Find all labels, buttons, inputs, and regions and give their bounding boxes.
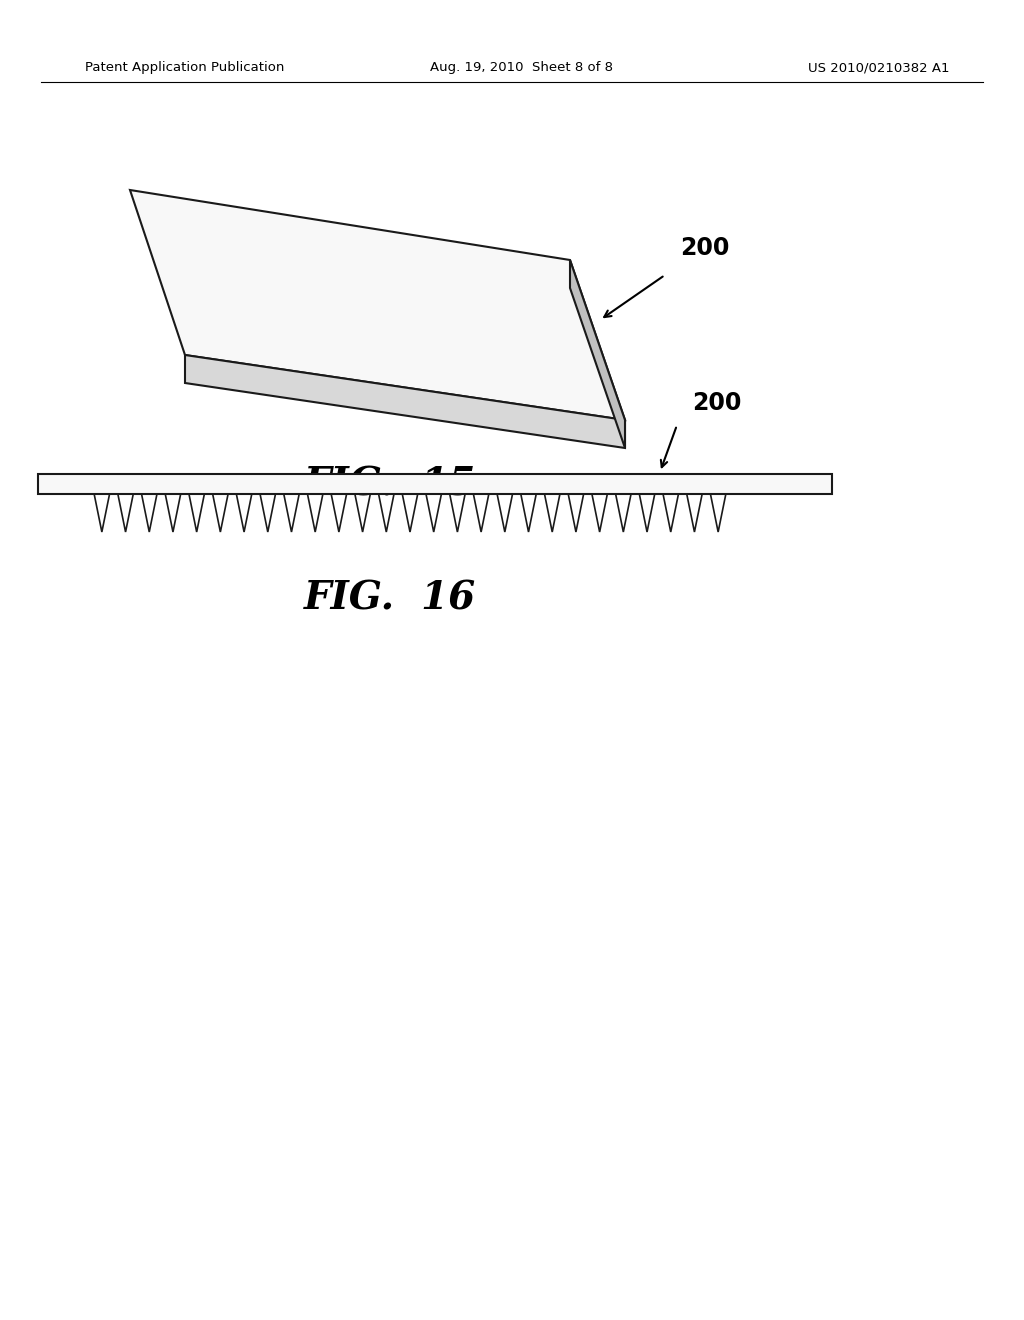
Polygon shape <box>545 494 560 532</box>
Polygon shape <box>592 494 607 532</box>
Polygon shape <box>426 494 441 532</box>
Text: 200: 200 <box>680 236 729 260</box>
Polygon shape <box>521 494 537 532</box>
Polygon shape <box>331 494 346 532</box>
Polygon shape <box>355 494 371 532</box>
Polygon shape <box>118 494 133 532</box>
Polygon shape <box>379 494 394 532</box>
Polygon shape <box>141 494 157 532</box>
Polygon shape <box>450 494 465 532</box>
Polygon shape <box>570 260 625 447</box>
Polygon shape <box>473 494 488 532</box>
Text: US 2010/0210382 A1: US 2010/0210382 A1 <box>809 62 950 74</box>
Polygon shape <box>497 494 513 532</box>
Polygon shape <box>284 494 299 532</box>
Polygon shape <box>260 494 275 532</box>
Polygon shape <box>213 494 228 532</box>
Text: Aug. 19, 2010  Sheet 8 of 8: Aug. 19, 2010 Sheet 8 of 8 <box>430 62 613 74</box>
Polygon shape <box>615 494 631 532</box>
Polygon shape <box>189 494 205 532</box>
Polygon shape <box>402 494 418 532</box>
Polygon shape <box>185 355 625 447</box>
Text: FIG.  15: FIG. 15 <box>304 465 476 503</box>
Polygon shape <box>711 494 726 532</box>
Polygon shape <box>165 494 180 532</box>
Polygon shape <box>639 494 654 532</box>
Polygon shape <box>94 494 110 532</box>
Polygon shape <box>307 494 323 532</box>
Text: Patent Application Publication: Patent Application Publication <box>85 62 285 74</box>
Polygon shape <box>237 494 252 532</box>
Text: FIG.  16: FIG. 16 <box>304 579 476 618</box>
Polygon shape <box>130 190 625 420</box>
Text: 200: 200 <box>692 391 741 414</box>
Polygon shape <box>687 494 702 532</box>
Bar <box>38 474 831 494</box>
Polygon shape <box>568 494 584 532</box>
Polygon shape <box>663 494 679 532</box>
